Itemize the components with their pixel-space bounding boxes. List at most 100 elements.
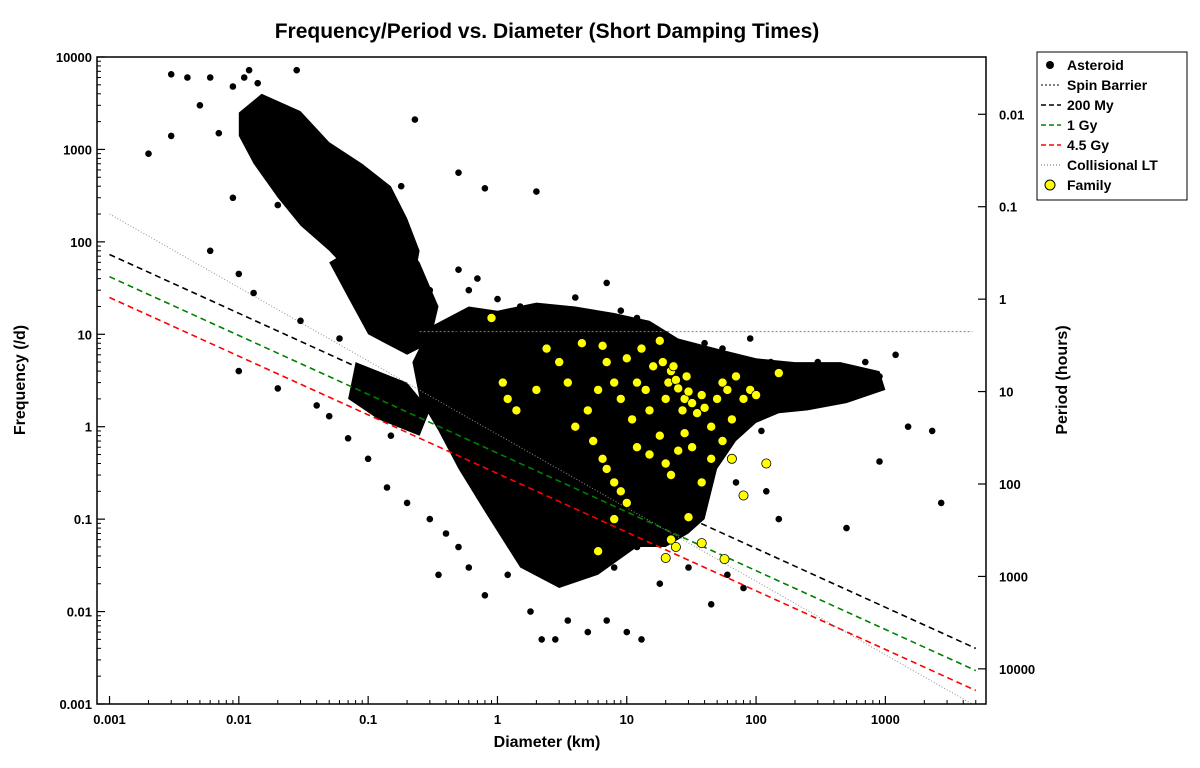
family-point: [681, 371, 692, 382]
y-tick-label: 10000: [56, 50, 92, 65]
family-point: [731, 371, 742, 382]
asteroid-point: [481, 379, 489, 386]
y2-tick-label: 100: [999, 477, 1021, 492]
asteroid-point: [707, 601, 715, 608]
asteroid-point: [555, 351, 563, 359]
family-point: [687, 398, 698, 409]
asteroid-point: [642, 416, 649, 423]
asteroid-point: [416, 407, 423, 414]
asteroid-point: [435, 571, 442, 579]
asteroid-point: [215, 129, 223, 137]
asteroid-point: [305, 206, 313, 214]
asteroid-point: [610, 367, 618, 375]
legend-marker: [1044, 179, 1056, 191]
family-point: [654, 335, 665, 346]
line-4-5-gy: [109, 296, 977, 692]
density-cloud: [238, 93, 886, 588]
family-point: [679, 428, 690, 439]
family-point: [615, 486, 626, 497]
family-point: [726, 453, 737, 464]
asteroid-point: [527, 608, 534, 615]
asteroid-point: [250, 289, 257, 297]
asteroid-cloud-tail: [348, 362, 430, 436]
asteroid-point: [411, 116, 419, 123]
legend-label: Asteroid: [1067, 57, 1124, 73]
asteroid-point: [545, 488, 553, 495]
legend-marker: [1046, 61, 1054, 69]
asteroid-point: [325, 166, 333, 174]
asteroid-point: [206, 247, 214, 255]
x-axis-ticks: 0.001 0.01 0.1 1 10 100 1000: [93, 696, 977, 727]
asteroid-point: [481, 185, 489, 192]
asteroid-point: [707, 443, 715, 451]
asteroid-point: [564, 508, 572, 516]
y-tick-label: 100: [70, 235, 92, 250]
y-tick-label: 0.01: [67, 605, 92, 620]
asteroid-point: [184, 74, 191, 81]
asteroid-point: [274, 201, 282, 209]
asteroid-point: [904, 423, 912, 431]
family-point: [683, 512, 694, 523]
family-point: [648, 361, 659, 372]
asteroid-point: [235, 270, 243, 278]
family-point: [609, 514, 620, 525]
asteroid-cloud-mid: [329, 225, 439, 355]
family-point: [751, 390, 762, 401]
asteroid-point: [516, 471, 524, 479]
family-point: [696, 538, 707, 549]
asteroid-point: [481, 592, 489, 599]
family-point: [668, 361, 679, 372]
asteroid-point: [245, 66, 253, 74]
asteroid-point: [533, 339, 540, 347]
asteroid-point: [743, 416, 751, 423]
asteroid-point: [775, 395, 783, 403]
y2-tick-label: 1000: [999, 569, 1028, 584]
asteroid-point: [603, 536, 610, 543]
family-point: [632, 377, 643, 388]
asteroid-point: [229, 83, 237, 90]
asteroid-point: [662, 331, 669, 338]
y2-axis-label: Period (hours): [1054, 325, 1071, 434]
asteroid-point: [555, 307, 563, 315]
legend-item-4-5-gy: 4.5 Gy: [1041, 137, 1109, 153]
asteroid-point: [474, 275, 481, 282]
family-point: [621, 353, 632, 364]
asteroid-point: [746, 335, 754, 342]
line-200-my: [109, 253, 977, 650]
asteroid-point: [336, 225, 343, 232]
family-point: [726, 414, 737, 425]
asteroid-point: [403, 228, 411, 235]
legend-label: Family: [1067, 177, 1112, 193]
family-point: [712, 393, 723, 404]
asteroid-point: [685, 564, 692, 571]
family-point: [531, 384, 542, 395]
asteroid-point: [876, 458, 883, 465]
legend: Asteroid Spin Barrier 200 My 1 Gy 4.5 Gy Coll…: [1036, 51, 1188, 201]
legend-frame: [1036, 51, 1188, 201]
asteroid-point: [610, 564, 618, 571]
legend-item-spin-barrier: Spin Barrier: [1041, 77, 1148, 93]
family-point: [632, 442, 643, 453]
asteroid-point: [538, 636, 545, 643]
asteroid-point: [552, 636, 559, 643]
family-point: [609, 477, 620, 488]
legend-label: 1 Gy: [1067, 117, 1098, 133]
family-point: [717, 377, 728, 388]
asteroid-point: [387, 432, 395, 440]
family-point: [654, 430, 665, 441]
family-point: [640, 384, 651, 395]
asteroid-point: [455, 266, 462, 274]
asteroid-point: [426, 515, 434, 523]
asteroid-point: [167, 71, 175, 78]
asteroid-point: [646, 488, 653, 495]
y-tick-label: 10: [78, 327, 92, 342]
asteroid-point: [254, 79, 261, 87]
family-point: [699, 402, 710, 413]
y2-axis-ticks: 0.01 0.1 1 10 100 1000 10000: [978, 107, 1035, 677]
line-1-gy: [109, 275, 977, 672]
asteroid-point: [383, 484, 391, 491]
asteroid-point: [494, 335, 501, 342]
family-point: [582, 405, 593, 416]
asteroid-point: [245, 114, 253, 122]
legend-item-1-gy: 1 Gy: [1041, 117, 1098, 133]
